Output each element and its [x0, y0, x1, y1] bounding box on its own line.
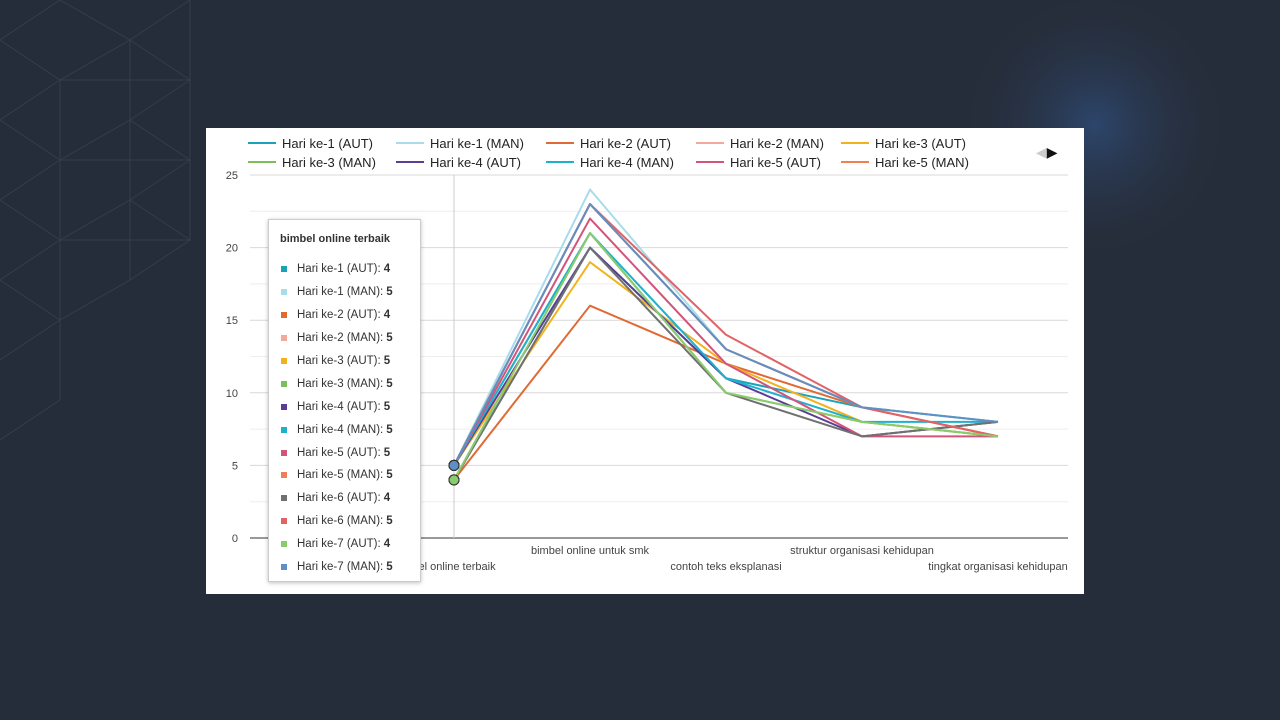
legend-entry: Hari ke-5 (MAN)	[875, 155, 969, 170]
tooltip-swatch	[281, 403, 287, 410]
tooltip-swatch	[281, 289, 287, 296]
y-tick-label: 0	[232, 533, 238, 545]
tooltip-swatch	[281, 312, 287, 319]
tooltip-row: Hari ke-4 (MAN): 5	[280, 418, 409, 441]
tooltip-label: Hari ke-4 (MAN):	[297, 423, 384, 436]
legend: Hari ke-1 (AUT) Hari ke-1 (MAN) Hari ke-2 …	[248, 136, 969, 170]
legend-entry: Hari ke-4 (AUT)	[430, 155, 521, 170]
tooltip-label: Hari ke-2 (MAN):	[297, 332, 384, 345]
tooltip-swatch	[281, 495, 287, 502]
series-line	[453, 232, 999, 481]
tooltip-value: 5	[386, 469, 393, 482]
tooltip-value: 5	[383, 400, 391, 413]
x-tick-label: struktur organisasi kehidupan	[790, 545, 934, 557]
tooltip-label: Hari ke-1 (AUT):	[297, 263, 381, 276]
tooltip-swatch	[281, 358, 287, 364]
x-tick-label: bel online terbaik	[412, 561, 496, 573]
tooltip-swatch	[281, 266, 287, 273]
legend-entry: Hari ke-4 (MAN)	[580, 155, 674, 170]
tooltip-row: Hari ke-6 (AUT): 4	[280, 487, 409, 510]
tooltip-swatch	[281, 380, 287, 387]
tooltip-row: Hari ke-3 (MAN): 5	[280, 372, 409, 395]
y-tick-label: 25	[226, 170, 238, 182]
y-tick-label: 20	[226, 243, 238, 255]
tooltip-value: 4	[383, 492, 391, 505]
tooltip-row: Hari ke-2 (MAN): 5	[280, 327, 409, 350]
legend-entry: Hari ke-5 (AUT)	[730, 155, 821, 170]
tooltip-value: 5	[386, 332, 393, 345]
tooltip-swatch	[281, 449, 287, 456]
tooltip-row: Hari ke-5 (MAN): 5	[280, 464, 409, 487]
legend-next-icon[interactable]: ▶	[1046, 144, 1058, 160]
legend-entry: Hari ke-3 (MAN)	[282, 155, 376, 170]
tooltip-row: Hari ke-6 (MAN): 5	[280, 510, 409, 533]
x-axis-ticks: bel online terbaik bimbel online untuk sm…	[412, 545, 1067, 573]
tooltip-row: Hari ke-1 (MAN): 5	[280, 281, 409, 304]
data-point	[448, 474, 460, 486]
tooltip-label: Hari ke-6 (AUT):	[297, 492, 381, 505]
tooltip-label: Hari ke-7 (AUT):	[297, 538, 381, 551]
tooltip-swatch	[281, 335, 287, 342]
x-tick-label: tingkat organisasi kehidupan	[928, 561, 1067, 573]
tooltip-label: Hari ke-3 (AUT):	[297, 355, 381, 367]
y-tick-label: 10	[226, 388, 238, 400]
tooltip-row: Hari ke-5 (AUT): 5	[280, 441, 409, 464]
tooltip-value: 5	[383, 446, 391, 459]
tooltip-swatch	[281, 564, 287, 571]
tooltip-value: 4	[383, 309, 391, 322]
y-tick-label: 15	[226, 315, 238, 327]
legend-pager: ◀▶	[1036, 144, 1058, 161]
series-line	[453, 203, 999, 466]
tooltip-value: 5	[386, 561, 393, 574]
tooltip-value: 5	[383, 355, 391, 367]
tooltip-label: Hari ke-6 (MAN):	[297, 515, 384, 528]
highlighted-points	[448, 459, 460, 486]
line-chart: 0 5 10 15 20 25 bel online terbaik bimbel onli…	[226, 136, 1068, 573]
series-line	[453, 217, 998, 466]
tooltip-rows: Hari ke-1 (AUT): 4 Hari ke-1 (MAN): 5 Hari k…	[280, 258, 409, 578]
tooltip-value: 5	[386, 515, 393, 528]
legend-entry: Hari ke-3 (AUT)	[875, 136, 966, 151]
tooltip-label: Hari ke-5 (AUT):	[297, 446, 381, 459]
tooltip-label: Hari ke-1 (MAN):	[297, 286, 384, 299]
tooltip-label: Hari ke-2 (AUT):	[297, 309, 381, 322]
x-tick-label: bimbel online untuk smk	[531, 545, 650, 557]
tooltip-row: Hari ke-7 (AUT): 4	[280, 533, 409, 556]
tooltip-value: 5	[386, 377, 393, 390]
legend-entry: Hari ke-2 (AUT)	[580, 136, 671, 151]
tooltip-label: Hari ke-4 (AUT):	[297, 400, 381, 413]
legend-entry: Hari ke-2 (MAN)	[730, 136, 824, 151]
y-tick-label: 5	[232, 460, 238, 472]
tooltip-row: Hari ke-1 (AUT): 4	[280, 258, 409, 281]
tooltip-swatch	[281, 472, 287, 479]
legend-prev-icon[interactable]: ◀	[1036, 144, 1047, 160]
data-point	[448, 459, 460, 471]
tooltip-swatch	[281, 518, 287, 525]
chart-card: 0 5 10 15 20 25 bel online terbaik bimbel onli…	[206, 128, 1084, 594]
x-tick-label: contoh teks eksplanasi	[670, 561, 781, 573]
tooltip-label: Hari ke-5 (MAN):	[297, 469, 384, 482]
tooltip-swatch	[281, 541, 287, 548]
y-axis-ticks: 0 5 10 15 20 25	[226, 170, 238, 545]
tooltip-value: 4	[383, 263, 391, 276]
tooltip-row: Hari ke-3 (AUT): 5	[280, 350, 409, 373]
tooltip: bimbel online terbaik Hari ke-1 (AUT): 4 H…	[268, 219, 421, 582]
tooltip-value: 5	[386, 423, 393, 436]
series-lines	[453, 188, 999, 481]
tooltip-row: Hari ke-2 (AUT): 4	[280, 304, 409, 327]
tooltip-swatch	[281, 426, 287, 433]
tooltip-row: Hari ke-7 (MAN): 5	[280, 556, 409, 579]
tooltip-title: bimbel online terbaik	[280, 233, 391, 245]
tooltip-label: Hari ke-7 (MAN):	[297, 561, 384, 574]
tooltip-value: 4	[383, 538, 391, 551]
series-line	[453, 232, 998, 466]
legend-entry: Hari ke-1 (AUT)	[282, 136, 373, 151]
tooltip-label: Hari ke-3 (MAN):	[297, 377, 384, 390]
tooltip-row: Hari ke-4 (AUT): 5	[280, 395, 409, 418]
legend-entry: Hari ke-1 (MAN)	[430, 136, 524, 151]
tooltip-value: 5	[386, 286, 393, 299]
